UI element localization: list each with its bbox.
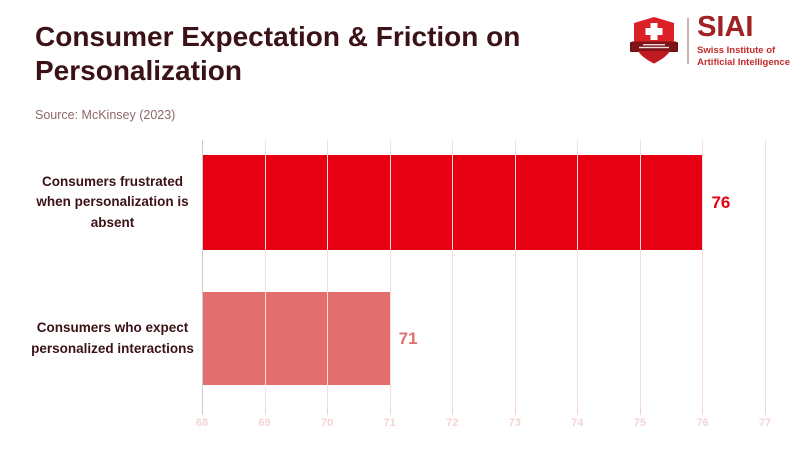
y-axis-line — [202, 140, 203, 407]
bar-value-frustrated: 76 — [711, 192, 731, 212]
bar-value-expect: 71 — [398, 328, 418, 348]
axis-tick-label: 69 — [258, 417, 271, 429]
gridline — [389, 140, 391, 407]
axis-tick — [389, 407, 391, 415]
axis-tick — [264, 407, 266, 415]
axis-tick-label: 73 — [508, 417, 521, 429]
gridline — [702, 140, 704, 407]
axis-tick — [514, 407, 516, 415]
plot-area: 76 71 68 69 70 71 72 73 74 75 76 77 — [196, 140, 771, 429]
gridline — [264, 140, 266, 407]
axis-tick-label: 74 — [571, 417, 584, 429]
siai-logo: SIAI Swiss Institute of Artificial Intel… — [629, 11, 790, 68]
axis-tick — [639, 407, 641, 415]
swiss-shield-cross-icon — [630, 17, 679, 64]
axis-tick-label: 75 — [633, 417, 646, 429]
logo-subtitle-line1: Swiss Institute of — [697, 45, 776, 57]
category-label-frustrated: Consumers frustrated when personalizatio… — [36, 174, 189, 230]
category-label-expect: Consumers who expect personalized intera… — [31, 320, 194, 356]
bar-expect — [202, 292, 390, 385]
axis-tick — [765, 407, 766, 415]
gridline — [514, 140, 516, 407]
page-title: Consumer Expectation & Friction on Perso… — [35, 21, 521, 86]
axis-tick-label: 68 — [195, 417, 209, 429]
logo-subtitle-line2: Artificial Intelligence — [697, 57, 790, 68]
bar-row: 76 — [202, 155, 765, 250]
axis-tick-label: 70 — [320, 417, 334, 429]
logo-divider — [687, 18, 690, 64]
axis-tick — [452, 407, 454, 415]
bar-row: 71 — [202, 292, 765, 385]
gridline — [639, 140, 641, 407]
axis-tick-label: 77 — [758, 417, 772, 429]
axis-tick — [702, 407, 704, 415]
axis-tick-label: 72 — [446, 417, 459, 429]
gridline — [765, 140, 766, 407]
source-note: Source: McKinsey (2023) — [35, 108, 176, 122]
axis-tick — [577, 407, 579, 415]
axis-tick-label: 76 — [696, 417, 709, 429]
gridline — [577, 140, 579, 407]
axis-tick-label: 71 — [383, 417, 396, 429]
gridline — [327, 140, 329, 407]
axis-tick — [327, 407, 329, 415]
gridline — [452, 140, 454, 407]
category-labels: Consumers frustrated when personalizatio… — [30, 140, 195, 407]
axis-tick — [202, 407, 203, 415]
logo-wordmark: SIAI — [697, 11, 754, 44]
